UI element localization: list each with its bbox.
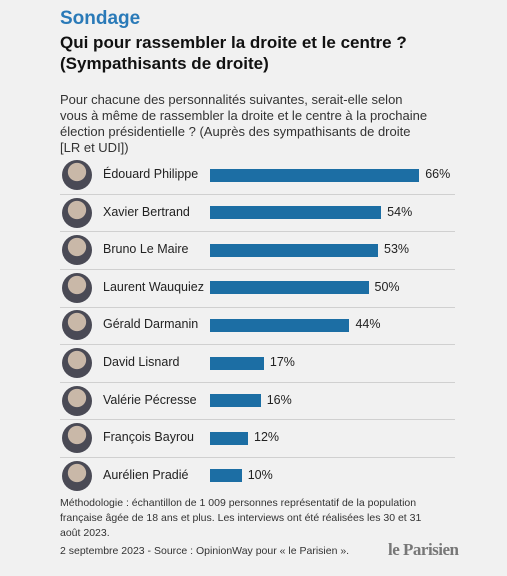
avatar <box>62 423 92 454</box>
bar <box>210 318 350 332</box>
avatar <box>62 348 92 378</box>
category-label: François Bayrou <box>103 430 195 445</box>
row-separator <box>60 381 455 383</box>
question: Pour chacune des personnalités suivantes… <box>60 92 428 155</box>
bar <box>210 168 420 182</box>
methodology: Méthodologie : échantillon de 1 009 pers… <box>60 497 422 539</box>
value-label: 54% <box>387 204 413 219</box>
value-label: 10% <box>247 467 273 482</box>
bar <box>210 356 264 370</box>
category-label: Édouard Philippe <box>103 167 199 181</box>
category-label: Xavier Bertrand <box>103 204 190 219</box>
chart-subtitle: (Sympathisants de droite) <box>60 54 269 73</box>
category-label: Aurélien Pradié <box>103 467 189 482</box>
value-label: 53% <box>384 242 410 257</box>
bar <box>210 394 261 408</box>
kicker: Sondage <box>60 8 141 29</box>
value-label: 16% <box>266 392 292 407</box>
value-label: 44% <box>355 317 381 332</box>
bar <box>210 281 369 295</box>
chart-title: Qui pour rassembler la droite et le cent… <box>60 33 407 52</box>
row-separator <box>60 269 455 270</box>
bar <box>210 243 378 257</box>
category-label: Valérie Pécresse <box>103 392 197 407</box>
avatar <box>62 160 92 190</box>
row-separator <box>60 306 455 308</box>
value-label: 17% <box>269 355 295 369</box>
avatar <box>62 460 92 491</box>
row-separator <box>60 344 455 346</box>
avatar <box>62 197 92 228</box>
category-label: David Lisnard <box>103 355 180 369</box>
bar <box>210 206 382 220</box>
row-separator <box>60 193 455 195</box>
category-label: Laurent Wauquiez <box>103 279 204 294</box>
bar <box>210 469 242 483</box>
value-label: 50% <box>374 279 400 294</box>
avatar <box>62 310 92 341</box>
row-separator <box>60 457 455 458</box>
row-separator <box>60 231 455 233</box>
category-label: Gérald Darmanin <box>103 317 199 332</box>
avatar <box>62 272 92 303</box>
source: 2 septembre 2023 - Source : OpinionWay p… <box>60 545 350 557</box>
avatar <box>62 385 92 416</box>
category-label: Bruno Le Maire <box>103 242 189 257</box>
row-separator <box>60 419 455 421</box>
value-label: 12% <box>254 430 280 445</box>
avatar <box>62 235 92 266</box>
bar <box>210 431 249 445</box>
logo: le Parisien <box>388 540 459 559</box>
value-label: 66% <box>425 167 451 181</box>
